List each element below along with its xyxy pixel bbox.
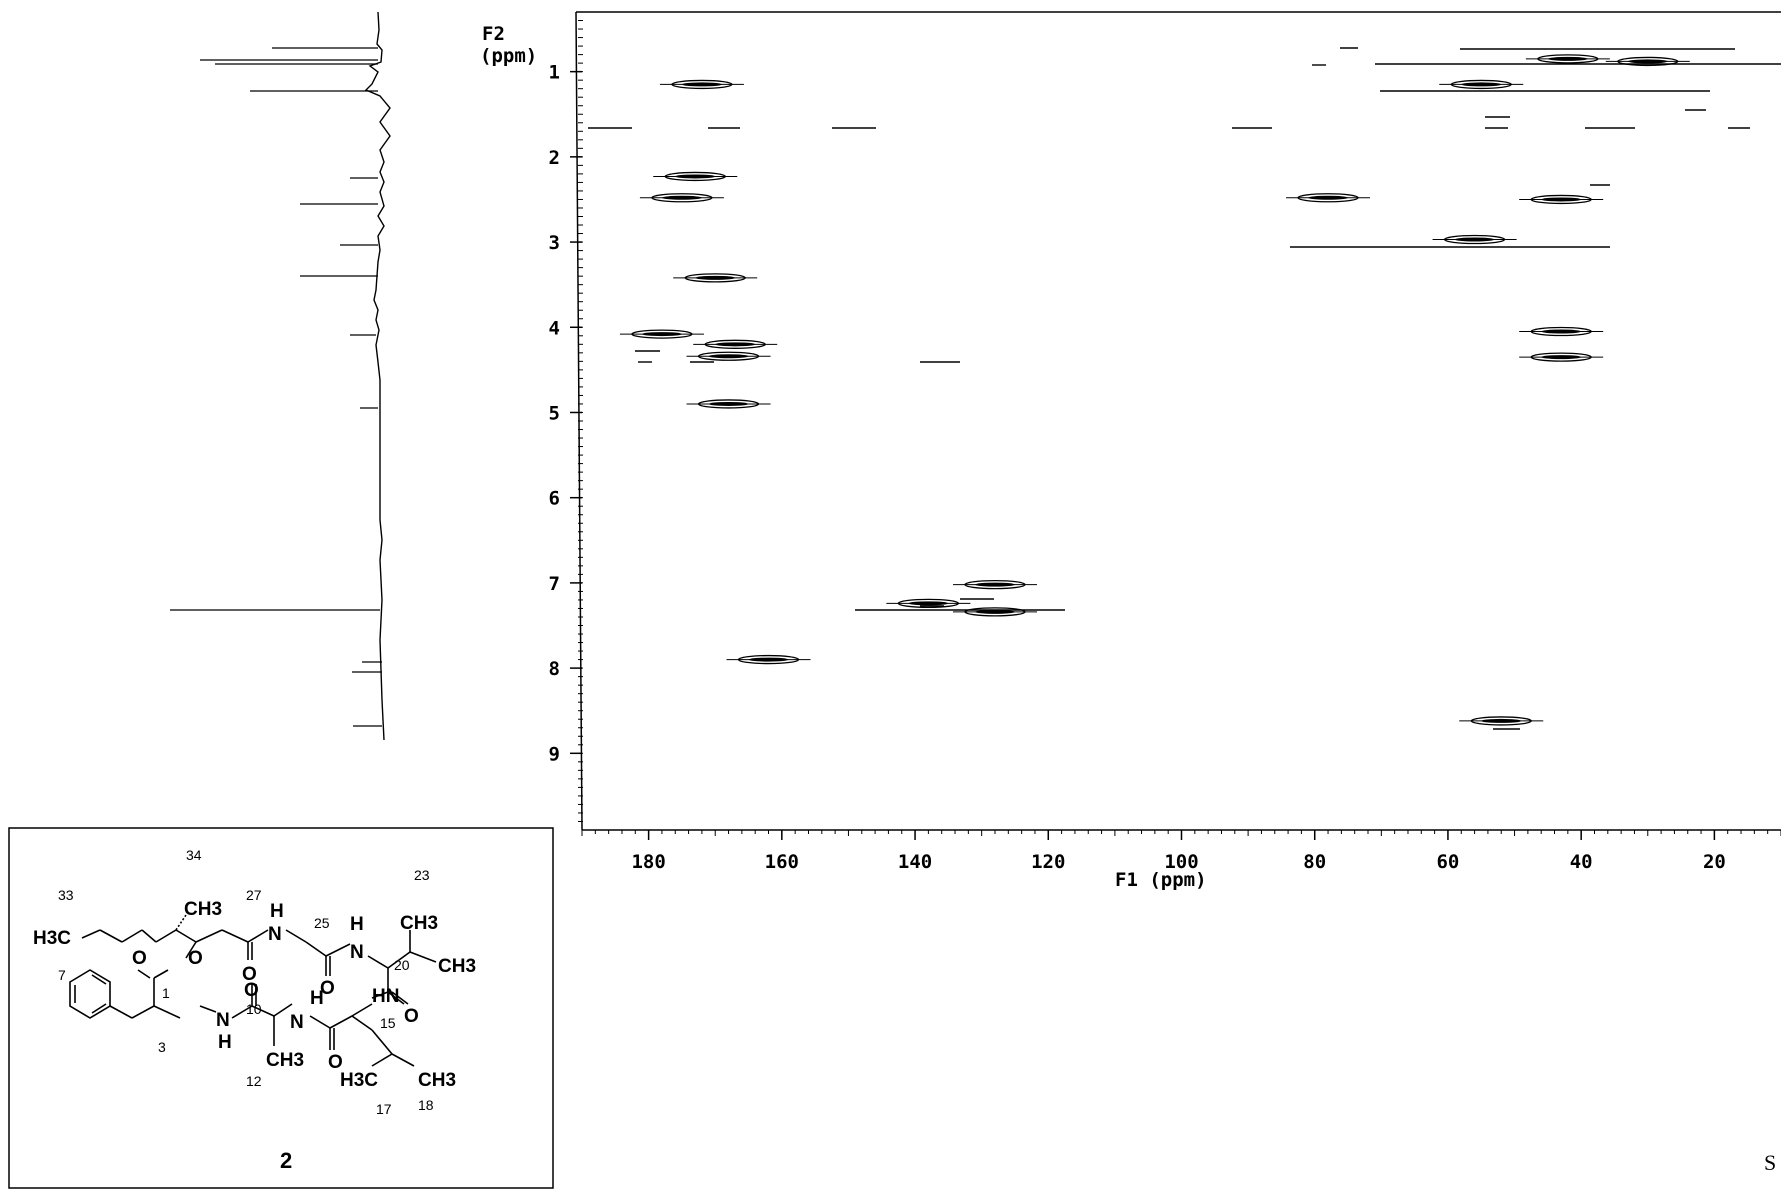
proton-peaks — [170, 47, 382, 727]
position-label: 27 — [246, 887, 262, 903]
atom-label: N — [350, 942, 364, 963]
atom-label: O — [242, 964, 257, 985]
x-tick-label: 40 — [1570, 851, 1593, 873]
plot-frame — [575, 11, 1781, 831]
x-tick-label: 60 — [1436, 851, 1459, 873]
y-tick-label: 5 — [549, 402, 560, 424]
proton-spectrum-trace — [364, 11, 391, 741]
atom-label: N — [216, 1010, 230, 1031]
position-label: 20 — [394, 957, 410, 973]
atom-label: CH3 — [266, 1050, 304, 1071]
x-tick-label: 20 — [1703, 851, 1726, 873]
position-label: 10 — [246, 1001, 262, 1017]
atom-label: H3C — [340, 1070, 378, 1091]
atom-label: H — [270, 901, 284, 922]
atom-label: O — [328, 1052, 343, 1073]
y-tick-label: 4 — [549, 317, 560, 339]
position-label: 25 — [314, 915, 330, 931]
structure-box — [8, 827, 554, 1189]
structure-bonds — [69, 914, 437, 1067]
compound-number: 2 — [280, 1148, 292, 1173]
structure-atom-labels: CH3 H3C N H O O O H N CH3 CH3 O O N H H … — [33, 847, 476, 1173]
position-label: 18 — [418, 1097, 434, 1113]
axis-minor-ticks — [578, 20, 1781, 836]
y-tick-label: 2 — [549, 147, 560, 169]
atom-label: CH3 — [184, 899, 222, 920]
atom-label: N — [290, 1012, 304, 1033]
atom-label: CH3 — [438, 956, 476, 977]
atom-label: H — [218, 1032, 232, 1053]
position-label: 3 — [158, 1039, 166, 1055]
y-tick-label: 6 — [549, 488, 560, 510]
atom-label: H — [310, 988, 324, 1009]
structure-panel: CH3 H3C N H O O O H N CH3 CH3 O O N H H … — [8, 827, 554, 1189]
y-tick-label: 7 — [549, 573, 560, 595]
page-mark: S — [1764, 1150, 1776, 1175]
x-tick-label: 140 — [898, 851, 932, 873]
position-label: 17 — [376, 1101, 392, 1117]
f2-axis-label-unit: (ppm) — [480, 45, 537, 67]
atom-label: CH3 — [400, 913, 438, 934]
atom-label: HN — [372, 986, 399, 1007]
f2-axis-ticks: 1 2 3 4 5 6 7 8 9 — [549, 62, 582, 765]
x-tick-label: 160 — [765, 851, 799, 873]
position-label: 34 — [186, 847, 202, 863]
x-tick-label: 180 — [631, 851, 665, 873]
position-label: 1 — [162, 985, 170, 1001]
atom-label: N — [268, 924, 282, 945]
x-tick-label: 120 — [1031, 851, 1065, 873]
atom-label: O — [320, 978, 335, 999]
position-label: 33 — [58, 887, 74, 903]
atom-label: H3C — [33, 928, 71, 949]
x-tick-label: 80 — [1303, 851, 1326, 873]
proton-projection-spectrum — [170, 11, 391, 741]
atom-label: O — [132, 948, 147, 969]
f1-axis-label: F1 (ppm) — [1115, 869, 1207, 891]
atom-label: O — [244, 980, 259, 1001]
y-tick-label: 9 — [549, 743, 560, 765]
cross-peaks — [619, 54, 1690, 726]
f1-axis-ticks: 180 160 140 120 100 80 60 40 20 — [631, 830, 1726, 873]
position-label: 12 — [246, 1073, 262, 1089]
position-label: 23 — [414, 867, 430, 883]
x-tick-label: 100 — [1164, 851, 1198, 873]
y-tick-label: 8 — [549, 658, 560, 680]
position-label: 7 — [58, 967, 66, 983]
atom-label: O — [188, 948, 203, 969]
cross-peak-streaks — [588, 47, 1781, 730]
atom-label: CH3 — [418, 1070, 456, 1091]
position-label: 15 — [380, 1015, 396, 1031]
f2-axis-label: F2 — [482, 23, 505, 45]
y-tick-label: 1 — [549, 62, 560, 84]
atom-label: O — [404, 1006, 419, 1027]
atom-label: H — [350, 914, 364, 935]
y-tick-label: 3 — [549, 232, 560, 254]
